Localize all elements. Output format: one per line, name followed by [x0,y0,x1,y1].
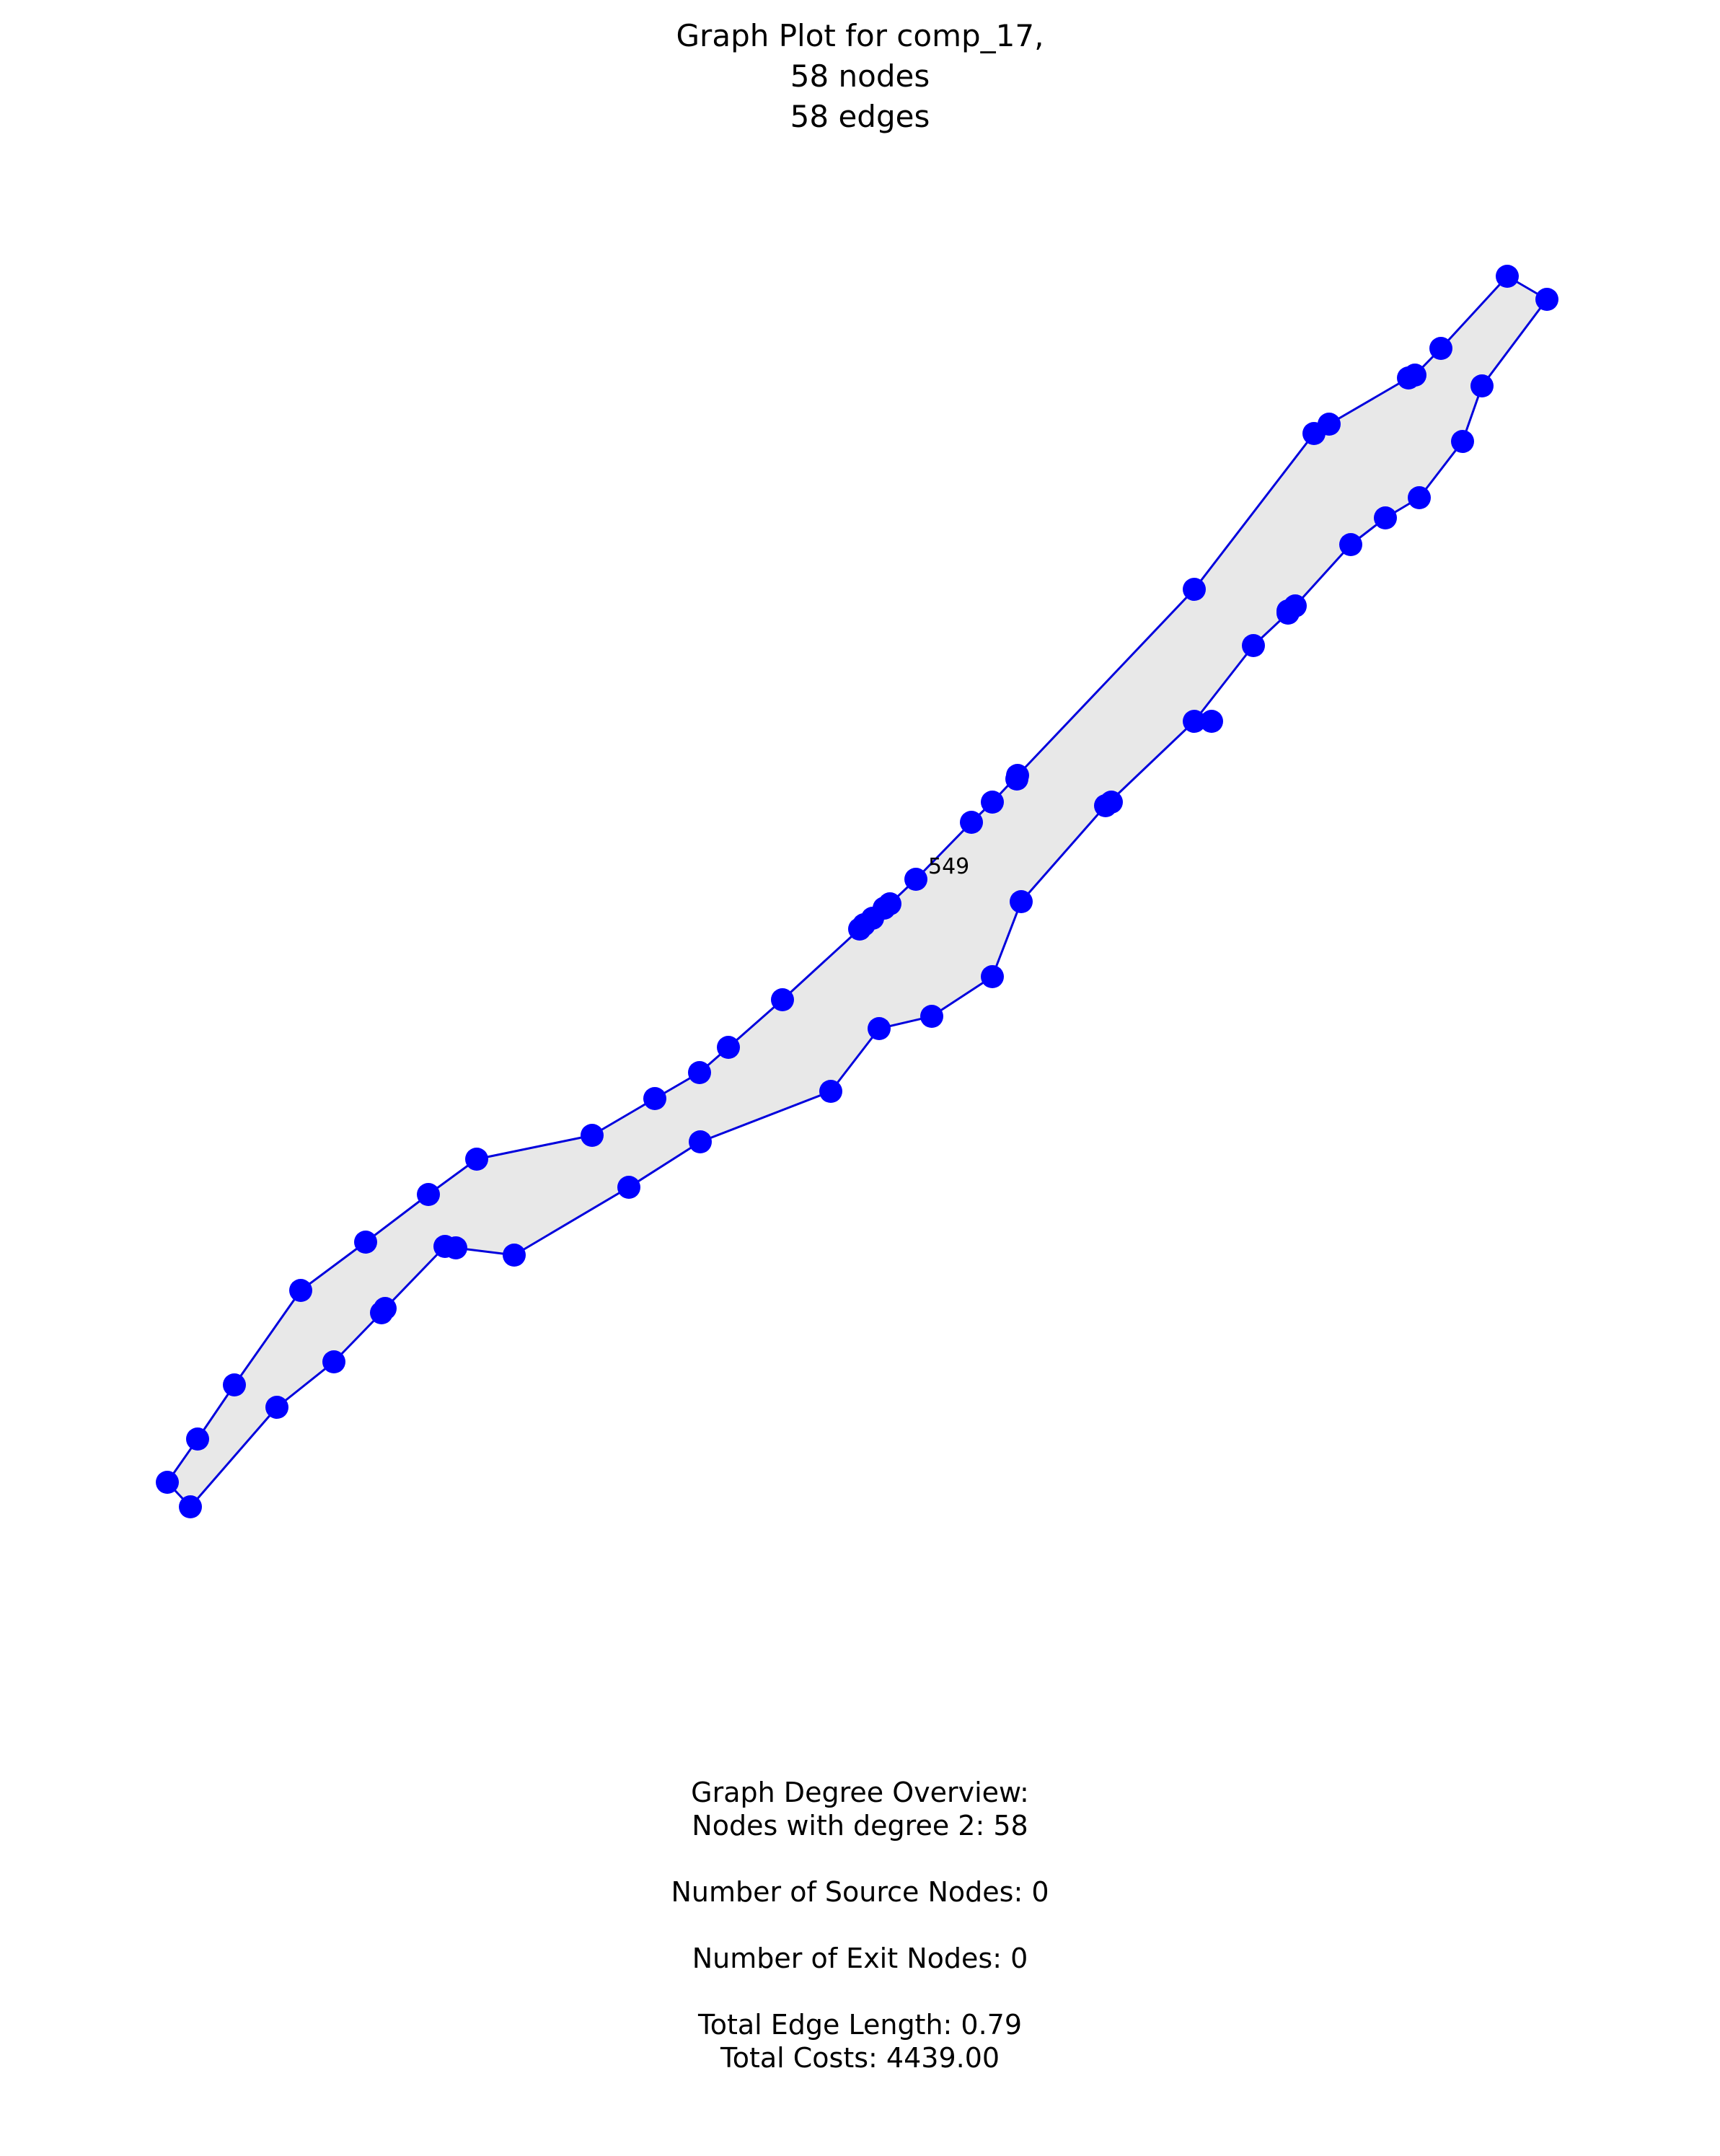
graph-node [156,1471,179,1494]
graph-node [1374,506,1397,529]
graph-node [1010,890,1033,913]
spacer [0,1975,1720,2008]
total-costs-line: Total Costs: 4439.00 [720,2042,1000,2074]
graph-node [354,1231,377,1254]
graph-edge [1418,441,1464,498]
graph-node [617,1176,640,1199]
graph-node [186,1427,209,1451]
graph-edge [628,1140,701,1189]
graph-node [960,811,983,834]
degree-overview: Graph Degree Overview: Nodes with degree… [0,1776,1720,2074]
graph-edge [365,1193,429,1244]
graph-node [1318,413,1341,436]
graph-edge [1193,433,1315,590]
graph-node [265,1396,288,1419]
graph-edge [1481,299,1548,387]
graph-edge [931,975,993,1018]
graph-node [1429,337,1452,360]
graph-node [1005,767,1028,791]
graph-edge [300,1241,366,1292]
degree-line: Nodes with degree 2: 58 [692,1810,1028,1842]
graph-edge [1294,543,1352,607]
graph-edge [728,998,783,1049]
graph-node [581,1124,604,1147]
spacer [0,1842,1720,1875]
graph-node [322,1350,345,1373]
graph-node [904,868,927,891]
graph-node [289,1279,312,1302]
graph-edge [189,1407,278,1508]
graph-plot: 549 [156,265,1558,1518]
graph-edge [700,1090,832,1143]
graph-edge [384,1245,446,1310]
overview-heading: Graph Degree Overview: [691,1777,1029,1808]
graph-node [1183,710,1206,733]
graph-node [1535,288,1558,311]
graph-node [503,1244,526,1267]
graph-node [1470,374,1494,397]
graph-edge [829,1028,881,1092]
graph-node [1403,364,1426,387]
graph-edge [914,821,973,881]
source-nodes-line: Number of Source Nodes: 0 [671,1876,1049,1908]
graph-node [689,1130,712,1153]
graph-node [920,1005,943,1028]
graph-node [1200,710,1223,733]
graph-edge [1328,377,1409,426]
graph-edge [1439,275,1509,350]
graph-node [1242,634,1265,657]
graph-edge [1193,645,1255,722]
spacer [0,1909,1720,1942]
graph-node [1451,430,1474,453]
title-line-1: Graph Plot for comp_17, [676,18,1044,53]
graph-node [465,1148,488,1171]
node-label: 549 [928,854,969,879]
graph-edge [476,1134,593,1161]
graph-edge [991,901,1023,977]
graph-nodes [156,265,1558,1518]
graph-node [223,1373,246,1396]
graph-node [1339,533,1362,556]
title-line-2: 58 nodes [790,58,930,94]
graph-node [433,1235,457,1258]
graph-region-fill [167,276,1547,1507]
graph-node [1100,791,1123,814]
graph-node [417,1183,440,1206]
graph-edge [1104,720,1196,807]
graph-node [179,1495,202,1518]
graph-title: Graph Plot for comp_17, 58 nodes 58 edge… [0,16,1720,137]
exit-nodes-line: Number of Exit Nodes: 0 [692,1942,1028,1974]
title-line-3: 58 edges [790,99,930,134]
graph-edge [1020,805,1107,902]
graph-edge [1016,588,1196,777]
graph-edge [781,928,861,1001]
graph-node [1276,599,1300,622]
graph-node [878,892,901,915]
edge-length-line: Total Edge Length: 0.79 [697,2009,1023,2041]
graph-edge [233,1290,302,1386]
graph-node [688,1061,711,1084]
graph-node [1183,578,1206,601]
graph-node [819,1080,842,1103]
graph-node [868,1017,891,1040]
graph-edge [513,1186,630,1257]
graph-node [1496,265,1519,288]
graph-node [717,1036,740,1059]
graph-node [1408,486,1431,509]
graph-node [771,988,794,1011]
graph-edge [276,1360,335,1409]
graph-node [643,1087,666,1110]
graph-node [981,791,1004,814]
graph-node [370,1301,393,1324]
graph-edge [591,1097,656,1137]
graph-node [981,965,1004,988]
